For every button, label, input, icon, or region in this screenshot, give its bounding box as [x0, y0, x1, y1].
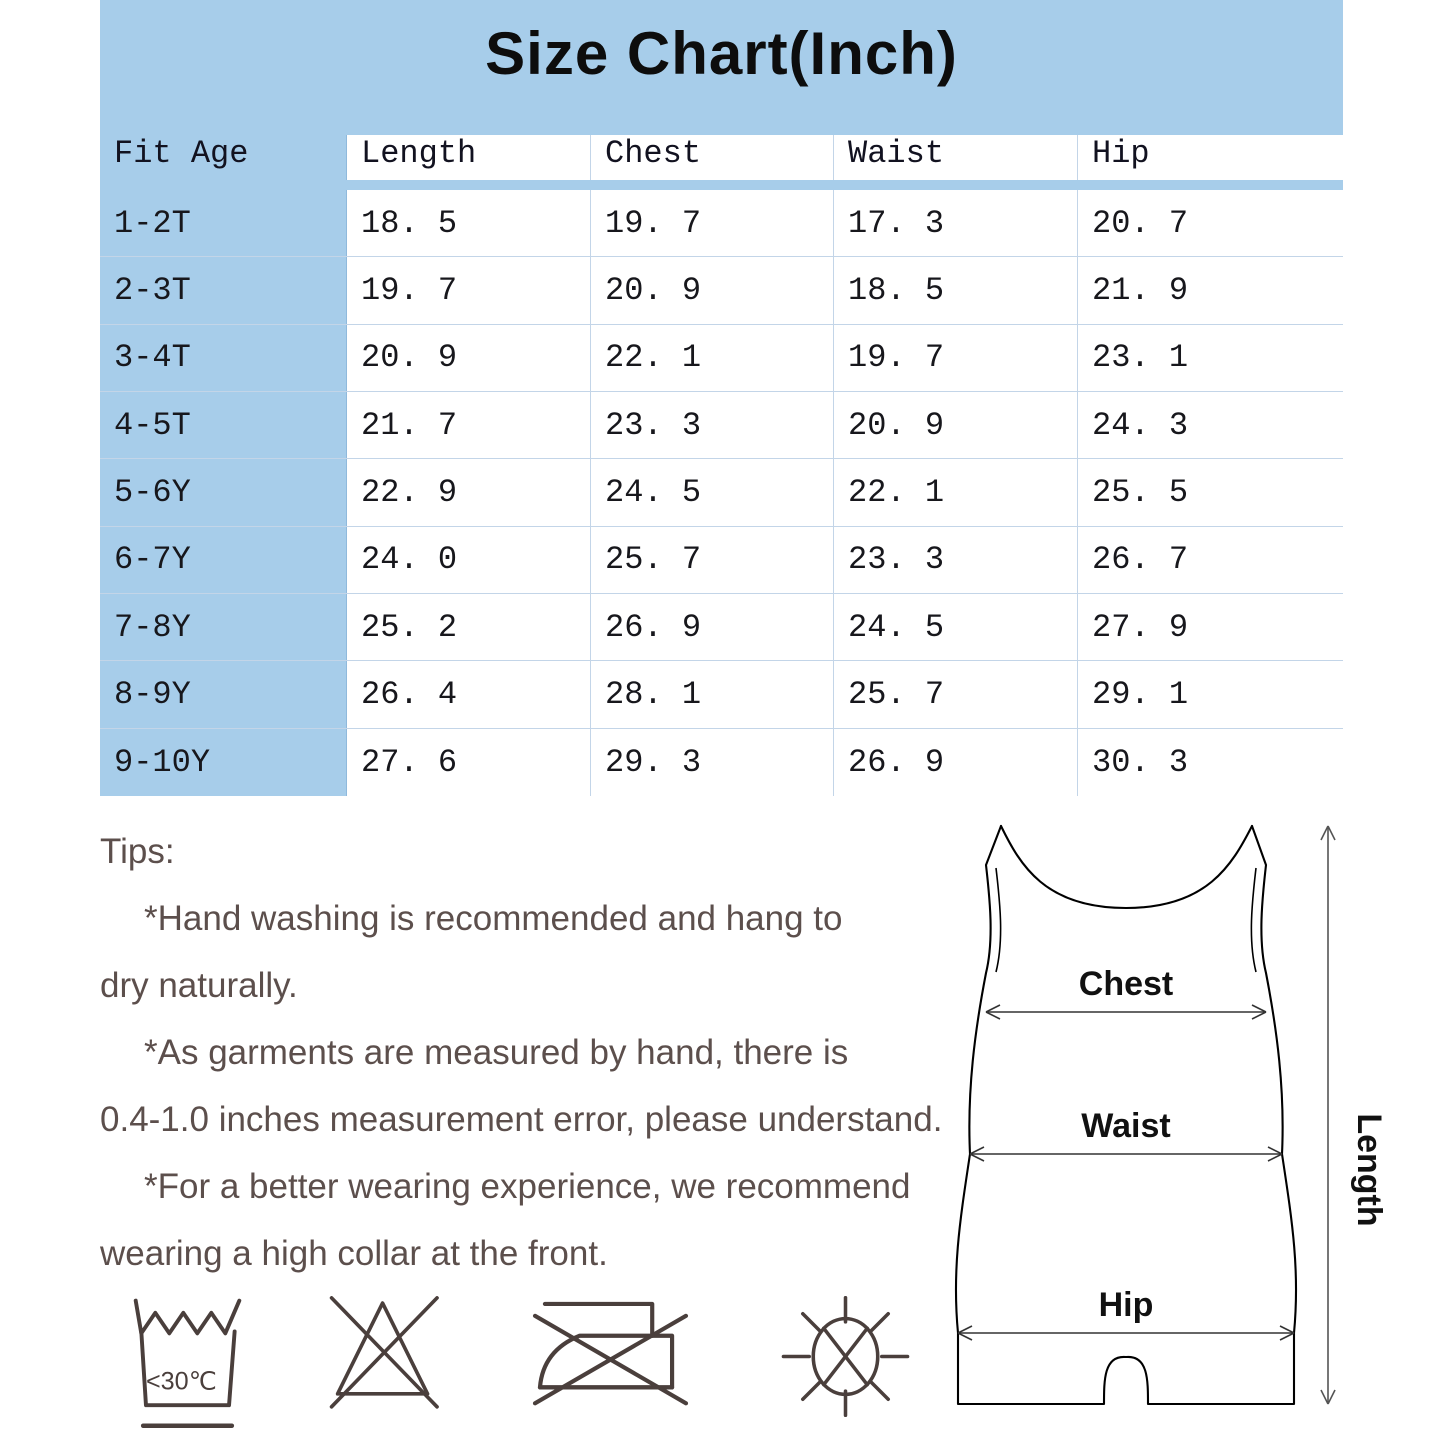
- svg-text:Waist: Waist: [1081, 1107, 1170, 1145]
- svg-text:Length: Length: [1350, 1113, 1388, 1226]
- svg-text:Chest: Chest: [1079, 965, 1173, 1003]
- svg-text:Hip: Hip: [1099, 1286, 1154, 1324]
- svg-text:<30℃: <30℃: [146, 1367, 217, 1395]
